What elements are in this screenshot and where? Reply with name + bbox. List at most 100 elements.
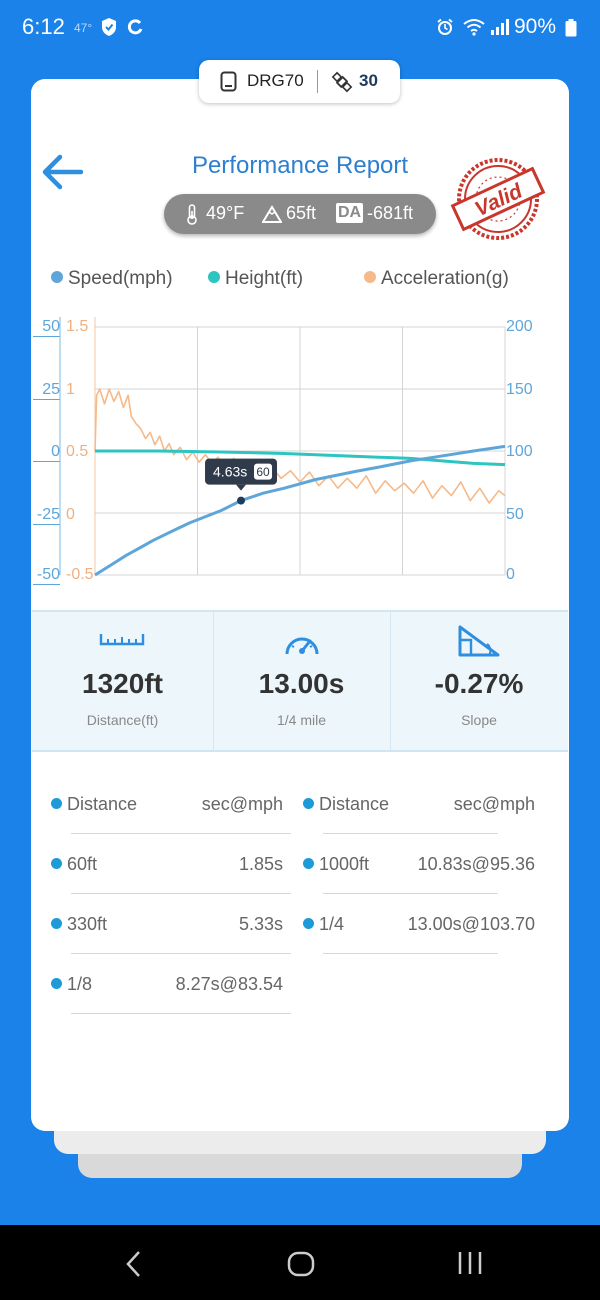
- header-time: sec@mph: [201, 794, 283, 814]
- row-divider: [323, 833, 498, 834]
- page-title: Performance Report: [191, 152, 409, 179]
- height-tick-label: 0: [51, 443, 60, 460]
- marker-time-label: 4.63s: [213, 464, 247, 480]
- marker-speed-badge: [254, 463, 273, 480]
- slope-icon: [457, 624, 501, 663]
- arrow-left-icon: [42, 154, 84, 190]
- split-distance: 1/8: [67, 974, 93, 994]
- da-badge: DA: [336, 203, 364, 223]
- bullet-dot: [303, 798, 314, 809]
- temperature-value: 49°F: [206, 203, 245, 223]
- marker-point: [237, 496, 246, 505]
- status-bar: 6:12 47° 90%: [0, 0, 600, 56]
- legend-height[interactable]: Height(ft): [208, 268, 303, 290]
- row-divider: [71, 953, 291, 954]
- height-tick-label-underline: [33, 461, 60, 462]
- bullet-dot: [51, 978, 62, 989]
- satellite-count: 30: [359, 71, 378, 90]
- device-name: DRG70: [247, 71, 304, 90]
- height-tick-label-underline: [33, 336, 60, 337]
- bullet-dot: [51, 918, 62, 929]
- table-row: 1/8: [51, 974, 92, 995]
- status-time: 6:12: [22, 14, 65, 39]
- legend-height-label: Height(ft): [225, 268, 304, 289]
- height-tick-label: -25: [36, 506, 60, 523]
- wifi-icon: [462, 18, 486, 41]
- bullet-dot: [303, 858, 314, 869]
- stat-divider: [390, 612, 391, 750]
- acceleration-tick-label: -0.5: [66, 566, 94, 583]
- back-nav-icon[interactable]: [124, 1250, 142, 1283]
- height-tick-label: 25: [42, 381, 60, 398]
- height-series-line: [95, 449, 506, 467]
- height-tick-label-underline: [33, 524, 60, 525]
- stat-distance: 1320ft Distance(ft): [32, 612, 213, 750]
- device-divider: [317, 70, 318, 93]
- system-nav-bar: [0, 1225, 600, 1300]
- header-distance: Distance: [319, 794, 390, 814]
- satellite-icon: [331, 71, 353, 98]
- header-distance: Distance: [67, 794, 138, 814]
- stat-divider: [213, 612, 214, 750]
- back-button[interactable]: [41, 153, 84, 191]
- sync-icon: [126, 18, 144, 41]
- chart-axes: [59, 317, 96, 575]
- legend-acceleration-label: Acceleration(g): [381, 268, 509, 289]
- speed-tick-label: 100: [506, 443, 533, 460]
- acceleration-tick-label: 1.5: [66, 318, 89, 335]
- chart-marker: 4.63s 60: [205, 458, 278, 505]
- table-row: 1000ft: [303, 854, 369, 875]
- height-tick-label-underline: [33, 399, 60, 400]
- thermometer-icon: [186, 204, 198, 230]
- device-pill[interactable]: DRG70 30: [199, 60, 400, 103]
- signal-icon: [490, 18, 510, 41]
- altitude-value: 65ft: [286, 203, 317, 223]
- height-legend-dot: [208, 271, 220, 283]
- row-divider: [323, 893, 498, 894]
- split-distance: 1000ft: [319, 854, 370, 874]
- split-time: 5.33s: [238, 914, 283, 934]
- table-header: Distance: [303, 794, 389, 815]
- height-tick-label: 50: [42, 318, 60, 335]
- table-header: Distance: [51, 794, 137, 815]
- table-row: 60ft: [51, 854, 97, 875]
- battery-icon: [565, 19, 577, 42]
- stat-slope: -0.27% Slope: [390, 612, 568, 750]
- acceleration-tick-label: 1: [66, 381, 75, 398]
- header-time: sec@mph: [453, 794, 535, 814]
- acceleration-tick-label: 0.5: [66, 443, 89, 460]
- slope-label: Slope: [461, 712, 497, 728]
- marker-tooltip-pointer: [236, 484, 247, 491]
- valid-stamp: Valid: [450, 156, 546, 242]
- speedometer-icon: [283, 630, 321, 663]
- height-tick-label-underline: [33, 584, 60, 585]
- row-divider: [71, 833, 291, 834]
- report-card: [31, 79, 569, 1131]
- bullet-dot: [51, 858, 62, 869]
- performance-chart[interactable]: 4.63s 60: [0, 300, 600, 600]
- stats-panel: 1320ft Distance(ft) 13.00s 1/4 mile -0.2…: [32, 610, 568, 752]
- distance-value: 1320ft: [82, 668, 163, 699]
- distance-label: Distance(ft): [86, 712, 159, 728]
- speed-tick-label: 50: [506, 506, 524, 523]
- split-distance: 330ft: [67, 914, 108, 934]
- legend-acceleration[interactable]: Acceleration(g): [364, 268, 509, 290]
- split-distance: 1/4: [319, 914, 345, 934]
- mountain-icon: [261, 205, 283, 228]
- legend-speed[interactable]: Speed(mph): [51, 268, 173, 290]
- time-label: 1/4 mile: [276, 712, 327, 728]
- marker-speed-label: 60: [256, 465, 270, 479]
- shield-icon: [100, 17, 118, 42]
- speed-tick-label: 150: [506, 381, 533, 398]
- split-time: 8.27s@83.54: [175, 974, 283, 994]
- speed-legend-dot: [51, 271, 63, 283]
- height-tick-label: -50: [36, 566, 60, 583]
- split-time: 10.83s@95.36: [417, 854, 535, 874]
- status-temperature: 47°: [74, 21, 93, 35]
- home-nav-icon[interactable]: [287, 1250, 315, 1283]
- table-row: 1/4: [303, 914, 344, 935]
- recents-nav-icon[interactable]: [457, 1250, 483, 1281]
- split-distance: 60ft: [67, 854, 98, 874]
- acceleration-legend-dot: [364, 271, 376, 283]
- acceleration-tick-label: 0: [66, 506, 75, 523]
